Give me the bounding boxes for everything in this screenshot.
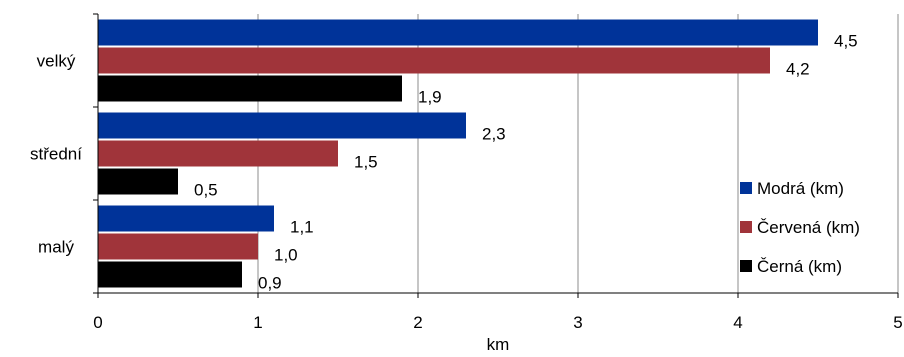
bar [98,261,242,288]
bar [98,205,274,232]
x-tick-label: 3 [573,313,582,332]
x-tick-label: 4 [733,313,742,332]
legend: Modrá (km) Červená (km) Černá (km) [740,179,860,276]
category-label: velký [37,52,76,71]
category-labels: velký střední malý [30,52,82,257]
data-labels: 4,5 4,2 1,9 2,3 1,5 0,5 1,1 1,0 0,9 [194,32,858,293]
x-tick-label: 0 [93,313,102,332]
bar [98,233,258,260]
x-tick-labels: 0 1 2 3 4 5 [93,313,902,332]
data-label: 4,2 [786,60,810,79]
x-tick-label: 5 [893,313,902,332]
x-tick-label: 2 [413,313,422,332]
bar [98,112,466,139]
data-label: 1,1 [290,218,314,237]
bar [98,168,178,195]
data-label: 1,9 [418,88,442,107]
bars [98,19,818,288]
data-label: 0,9 [258,274,282,293]
x-tick-label: 1 [253,313,262,332]
data-label: 1,0 [274,246,298,265]
bar [98,19,818,46]
legend-swatch [740,260,752,272]
axes [93,13,899,298]
x-axis-title: km [487,335,510,354]
category-label: malý [38,238,74,257]
legend-label: Černá (km) [757,257,842,276]
legend-label: Modrá (km) [757,179,844,198]
data-label: 4,5 [834,32,858,51]
bar [98,75,402,102]
data-label: 1,5 [354,153,378,172]
bar [98,140,338,167]
legend-label: Červená (km) [757,218,860,237]
category-label: střední [30,145,82,164]
legend-swatch [740,221,752,233]
legend-swatch [740,182,752,194]
bar [98,47,770,74]
data-label: 2,3 [482,125,506,144]
data-label: 0,5 [194,181,218,200]
